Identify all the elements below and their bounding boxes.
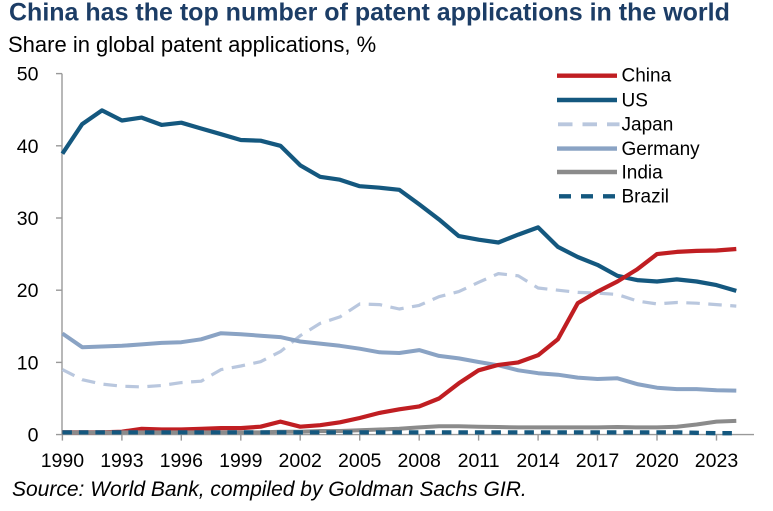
svg-text:China has the top number of pa: China has the top number of patent appli…: [9, 0, 730, 27]
svg-text:2011: 2011: [458, 450, 500, 472]
svg-text:1996: 1996: [160, 450, 203, 472]
svg-text:1993: 1993: [100, 450, 143, 472]
svg-text:US: US: [622, 90, 648, 111]
svg-text:0: 0: [28, 425, 39, 447]
svg-text:Germany: Germany: [622, 139, 701, 160]
svg-text:40: 40: [17, 136, 39, 158]
svg-text:India: India: [622, 162, 664, 183]
svg-text:20: 20: [17, 280, 39, 302]
svg-text:Source: World Bank, compiled b: Source: World Bank, compiled by Goldman …: [12, 478, 527, 501]
svg-text:Share in global patent applica: Share in global patent applications, %: [8, 32, 376, 57]
svg-text:Brazil: Brazil: [622, 187, 670, 208]
svg-text:1990: 1990: [41, 450, 85, 472]
svg-text:Japan: Japan: [622, 115, 674, 136]
svg-text:30: 30: [17, 208, 39, 230]
svg-text:2014: 2014: [516, 450, 560, 472]
svg-text:10: 10: [17, 352, 39, 374]
svg-text:2008: 2008: [398, 450, 441, 472]
svg-text:2017: 2017: [576, 450, 619, 472]
svg-text:1999: 1999: [219, 450, 262, 472]
svg-text:50: 50: [17, 64, 39, 86]
svg-text:2020: 2020: [635, 450, 679, 472]
svg-text:China: China: [622, 66, 672, 87]
svg-text:2023: 2023: [695, 450, 738, 472]
svg-text:2005: 2005: [338, 450, 382, 472]
svg-text:2002: 2002: [279, 450, 322, 472]
